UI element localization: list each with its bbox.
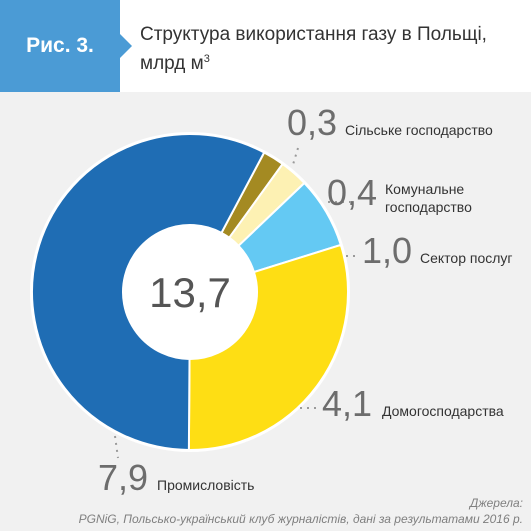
donut-hole bbox=[124, 226, 256, 358]
slice-value-label: 4,1 bbox=[322, 383, 372, 424]
figure-header: Рис. 3. Структура використання газу в По… bbox=[0, 0, 531, 92]
figure-number-badge: Рис. 3. bbox=[0, 0, 120, 92]
slice-category-label: Комунальне господарство bbox=[385, 181, 472, 215]
slice-value-label: 1,0 bbox=[362, 230, 412, 271]
source-text: PGNiG, Польсько-український клуб журналі… bbox=[78, 512, 523, 526]
slice-value-label: 7,9 bbox=[98, 457, 148, 498]
leader-line-1 bbox=[291, 147, 299, 169]
source-heading: Джерела: bbox=[469, 496, 523, 510]
slice-5 bbox=[31, 133, 266, 452]
figure-number: Рис. 3. bbox=[26, 34, 94, 57]
slice-category-label: Домогосподарства bbox=[382, 403, 504, 419]
slice-4 bbox=[187, 243, 349, 451]
chart-title-superscript: 3 bbox=[203, 53, 210, 65]
chart-title-text: Структура використання газу в Польщі, мл… bbox=[140, 24, 487, 74]
badge-pointer-icon bbox=[120, 34, 132, 58]
source-note: Джерела: PGNiG, Польсько-український клу… bbox=[79, 495, 523, 527]
slice-value-label: 0,4 bbox=[327, 172, 377, 213]
leader-line-5 bbox=[114, 435, 119, 459]
slice-category-label: Сектор послуг bbox=[420, 250, 513, 266]
chart-title: Структура використання газу в Польщі, мл… bbox=[140, 22, 520, 76]
slice-category-label: Сільське господарство bbox=[345, 122, 493, 138]
slice-category-label: Промисловість bbox=[157, 477, 254, 493]
slice-value-label: 0,3 bbox=[287, 102, 337, 143]
center-total-label: 13,7 bbox=[149, 269, 231, 316]
